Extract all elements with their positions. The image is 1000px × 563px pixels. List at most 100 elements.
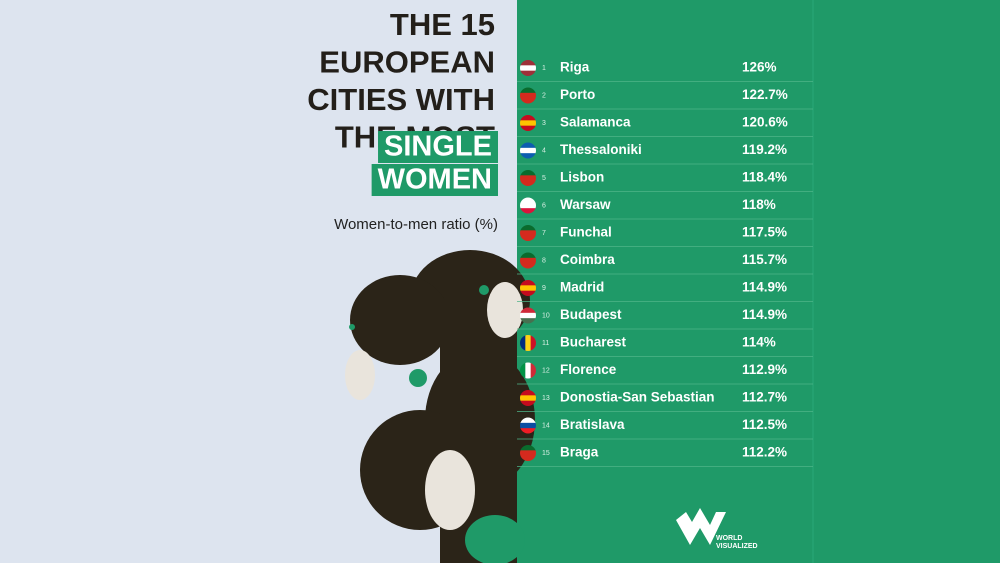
- flag: [520, 362, 536, 379]
- flag: [520, 390, 536, 406]
- illustration: [345, 250, 535, 563]
- flag-stripe: [520, 362, 526, 379]
- title-highlight: SINGLE: [384, 131, 492, 163]
- flag-stripe: [520, 230, 536, 237]
- ratio: 112.5%: [742, 417, 787, 432]
- flag: [520, 115, 536, 131]
- title-line: EUROPEAN: [319, 45, 495, 80]
- rank: 7: [542, 230, 546, 237]
- flag-stripe: [520, 450, 536, 457]
- city: Thessaloniki: [560, 142, 642, 157]
- flag-stripe: [520, 60, 536, 66]
- title-line: THE 15: [390, 7, 495, 42]
- flag: [520, 197, 536, 214]
- flag-stripe: [520, 180, 536, 186]
- ratio: 115.7%: [742, 252, 787, 267]
- ratio: 112.7%: [742, 390, 787, 405]
- flag-stripe: [525, 362, 532, 379]
- flag-stripe: [520, 395, 536, 402]
- flag-stripe: [520, 417, 536, 424]
- flag-stripe: [520, 115, 536, 121]
- city: Salamanca: [560, 115, 631, 130]
- flag: [520, 445, 536, 461]
- ratio: 114.9%: [742, 307, 787, 322]
- flag: [520, 87, 536, 104]
- city: Funchal: [560, 225, 612, 240]
- city: Bratislava: [560, 417, 625, 432]
- flag-stripe: [520, 202, 536, 209]
- ratio: 117.5%: [742, 225, 787, 240]
- rank: 3: [542, 120, 546, 127]
- flag-stripe: [520, 263, 536, 269]
- flag: [520, 170, 536, 186]
- logo-text: WORLD: [716, 535, 742, 542]
- flag: [520, 142, 536, 159]
- rank: 11: [542, 340, 549, 347]
- flag-stripe: [520, 92, 536, 99]
- flag-stripe: [520, 312, 536, 319]
- flag-stripe: [520, 307, 536, 314]
- flag-stripe: [520, 175, 536, 182]
- rank: 12: [542, 367, 550, 374]
- flag-stripe: [520, 208, 536, 214]
- flag: [520, 60, 536, 76]
- flag-stripe: [520, 125, 536, 131]
- ratio: 126%: [742, 60, 777, 75]
- flag-stripe: [520, 335, 526, 351]
- rank: 5: [542, 175, 546, 182]
- flag-stripe: [520, 142, 536, 149]
- city: Bucharest: [560, 335, 627, 350]
- flag-stripe: [520, 455, 536, 461]
- flag-stripe: [520, 197, 536, 204]
- flag-stripe: [520, 445, 536, 451]
- flag-stripe: [525, 335, 532, 351]
- flag-stripe: [520, 225, 536, 231]
- rank: 1: [542, 65, 546, 72]
- title-highlight: WOMEN: [378, 164, 492, 196]
- flag: [520, 307, 536, 324]
- flag: [520, 417, 536, 434]
- city: Warsaw: [560, 197, 611, 212]
- flag: [520, 335, 536, 351]
- flag-stripe: [520, 170, 536, 176]
- flag-stripe: [520, 252, 536, 259]
- subtitle: Women-to-men ratio (%): [334, 216, 498, 233]
- ranking-list: 1 Riga 126% 2 Porto 122.7% 3 Salamanca 120.6% 4 Th…: [517, 60, 813, 467]
- flag-stripe: [520, 400, 536, 406]
- logo-text: VISUALIZED: [716, 543, 758, 550]
- city: Coimbra: [560, 252, 615, 267]
- ratio: 118%: [742, 197, 776, 212]
- flag: [520, 252, 536, 269]
- flag-stripe: [520, 257, 536, 264]
- city: Madrid: [560, 280, 604, 295]
- ratio: 112.9%: [742, 362, 787, 377]
- right-panel: [517, 0, 1000, 563]
- city: Lisbon: [560, 170, 604, 185]
- highlight-box: [378, 131, 498, 163]
- ratio: 114.9%: [742, 280, 787, 295]
- flag-stripe: [530, 335, 536, 351]
- rank: 4: [542, 147, 546, 154]
- flag-stripe: [520, 98, 536, 104]
- rank: 15: [542, 450, 550, 457]
- flag-stripe: [520, 147, 536, 154]
- ratio: 120.6%: [742, 115, 788, 130]
- flag: [520, 225, 536, 241]
- flag-stripe: [520, 235, 536, 241]
- rank: 10: [542, 312, 550, 319]
- rank: 6: [542, 202, 546, 209]
- flag-stripe: [520, 390, 536, 396]
- flag-stripe: [520, 87, 536, 94]
- rank: 14: [542, 422, 550, 429]
- rank: 2: [542, 92, 546, 99]
- rank: 8: [542, 257, 546, 264]
- rank: 9: [542, 285, 546, 292]
- city: Riga: [560, 60, 590, 75]
- city: Budapest: [560, 307, 622, 322]
- flag-stripe: [520, 153, 536, 159]
- ratio: 122.7%: [742, 87, 788, 102]
- title-line: CITIES WITH: [307, 82, 495, 117]
- flag: [520, 280, 536, 296]
